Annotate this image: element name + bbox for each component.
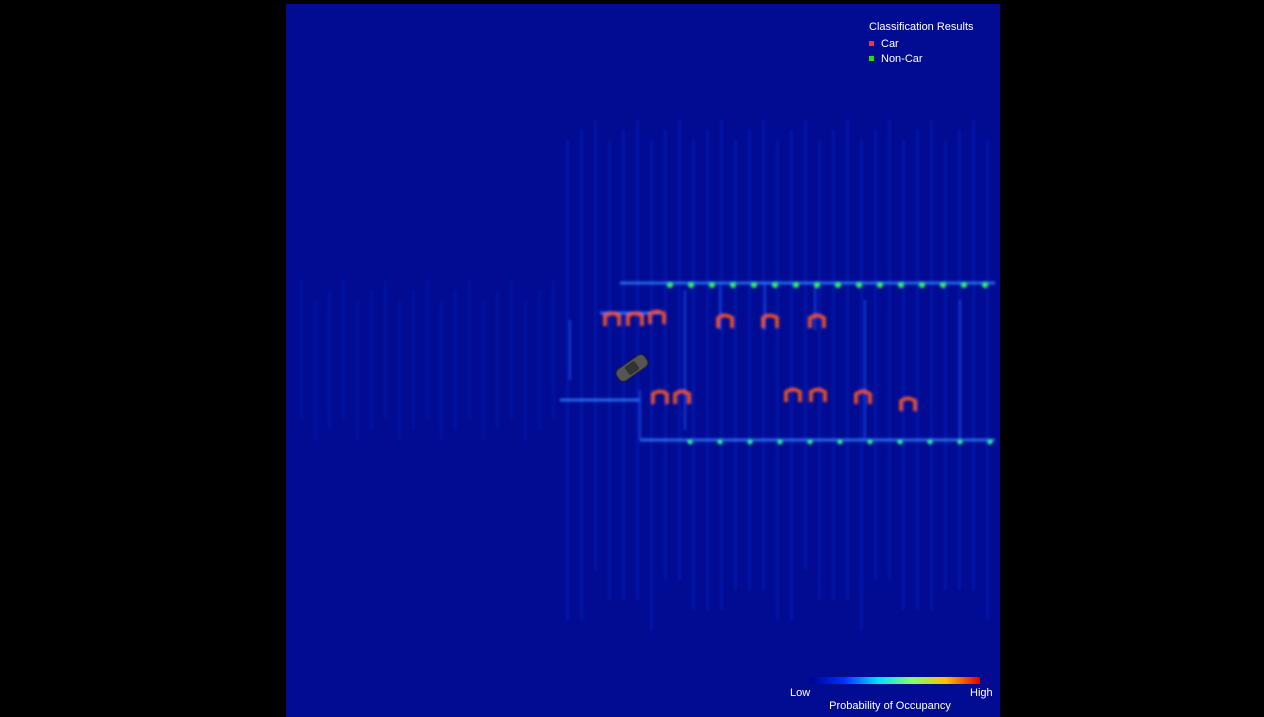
colorbar-low: Low [790,687,810,699]
scan-stripe [902,140,905,610]
scan-stripe [664,130,667,580]
post [835,282,841,288]
scan-stripe [720,120,723,610]
post [898,440,903,445]
post [877,282,883,288]
scan-stripe [454,290,457,430]
scan-stripe [846,120,849,600]
scan-stripe [692,140,695,610]
post [778,440,783,445]
post [772,282,778,288]
page: Classification Results Car Non-Car Low H… [0,0,1264,717]
scan-stripe [706,130,709,610]
scan-stripe [328,290,331,430]
scan-stripe [776,140,779,620]
scan-stripe [930,120,933,610]
scan-stripe [874,130,877,580]
post [718,440,723,445]
scan-stripe [734,140,737,590]
post [919,282,925,288]
screen: Classification Results Car Non-Car Low H… [0,0,1264,717]
scan-stripe [790,130,793,620]
post [748,440,753,445]
post [838,440,843,445]
scan-stripe [608,140,611,600]
post [856,282,862,288]
scan-stripe [818,140,821,600]
legend-title: Classification Results [869,21,974,33]
post [988,440,993,445]
legend-label: Car [881,38,899,50]
scan-stripe [832,130,835,600]
post [982,282,988,288]
scan-stripe [300,280,303,420]
scan-stripe [860,140,863,630]
colorbar-high: High [970,687,993,699]
scan-stripe [748,130,751,590]
scan-stripe [566,140,569,620]
scan-stripe [762,120,765,590]
post [898,282,904,288]
scan-stripe [510,280,513,420]
post [814,282,820,288]
scan-stripe [342,280,345,420]
scan-stripe [524,300,527,440]
scan-stripe [916,130,919,610]
post [709,282,715,288]
scan-stripe [468,280,471,420]
scan-stripe [538,290,541,430]
scan-stripe [972,120,975,590]
scan-stripe [384,280,387,420]
scan-stripe [650,140,653,630]
scan-stripe [594,120,597,570]
scan-stripe [496,290,499,430]
scan-stripe [552,280,555,420]
legend-swatch [869,56,874,61]
scan-stripe [944,140,947,590]
post [961,282,967,288]
scan-stripe [356,300,359,440]
scan-stripe [986,140,989,620]
post [730,282,736,288]
scan-stripe [398,300,401,440]
legend-label: Non-Car [881,53,923,65]
scan-stripe [370,290,373,430]
scan-stripe [412,290,415,430]
scan-stripe [440,300,443,440]
post [688,440,693,445]
post [958,440,963,445]
post [793,282,799,288]
scan-stripe [804,120,807,570]
post [667,282,673,288]
scan-stripe [580,130,583,620]
post [751,282,757,288]
post [928,440,933,445]
legend-swatch [869,41,874,46]
scan-stripe [426,280,429,420]
scan-stripe [678,120,681,580]
scan-stripe [314,300,317,440]
post [940,282,946,288]
colorbar-label: Probability of Occupancy [829,700,951,712]
post [868,440,873,445]
post [688,282,694,288]
post [808,440,813,445]
colorbar [810,677,980,684]
scan-stripe [888,120,891,580]
scan-stripe [482,300,485,440]
